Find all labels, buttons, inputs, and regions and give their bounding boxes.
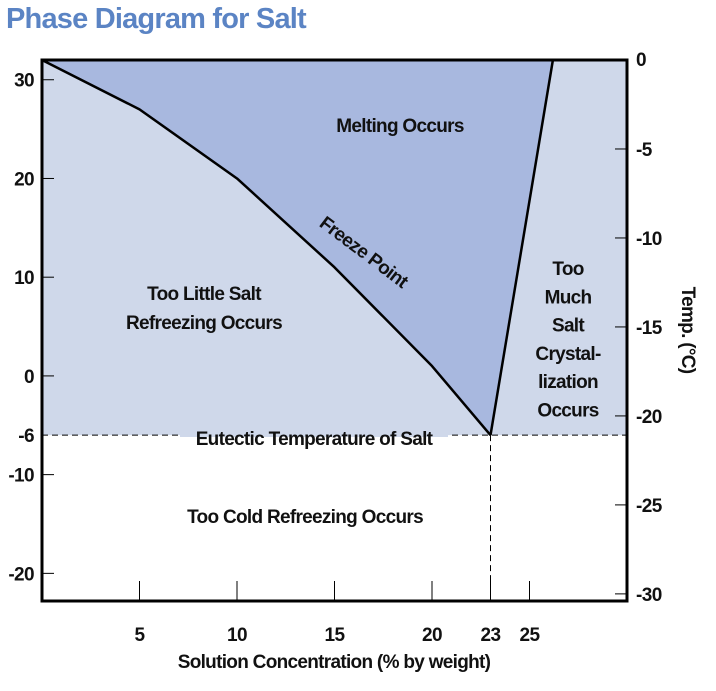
- solubility-line: [489, 59, 555, 436]
- x-tick-label: 20: [422, 625, 442, 646]
- y-tick-left-label: 0: [24, 367, 34, 388]
- region-melting: [42, 60, 553, 436]
- region-label-too-cold: Too Cold Refreezing Occurs: [187, 507, 423, 528]
- x-tick-label: 25: [520, 625, 541, 646]
- y-tick-left-label: 10: [14, 268, 34, 289]
- y-tick-left-label: -6: [18, 426, 34, 447]
- region-label-too-much: lization: [538, 372, 598, 393]
- region-label-too-much: Crystal-: [535, 344, 601, 365]
- y-axis-right-label: Temp. (°C): [677, 287, 698, 374]
- y-tick-right-label: -5: [636, 140, 653, 161]
- region-label-too-much: Salt: [552, 316, 585, 337]
- eutectic-label: Eutectic Temperature of Salt: [196, 429, 434, 450]
- y-tick-right-label: -20: [636, 407, 662, 428]
- x-tick-label: 5: [135, 625, 146, 646]
- y-tick-right-label: -25: [636, 496, 663, 517]
- region-label-too-little-2: Refreezing Occurs: [126, 313, 282, 334]
- eutectic-label-bg-lower: [180, 437, 448, 448]
- y-tick-right-label: -15: [636, 318, 663, 339]
- region-label-too-much: Too: [552, 259, 583, 280]
- region-label-too-much: Much: [545, 287, 592, 308]
- region-label-too-little-1: Too Little Salt: [147, 284, 262, 305]
- x-tick-label: 10: [227, 625, 247, 646]
- y-tick-left-label: 30: [14, 71, 34, 92]
- y-tick-left-label: -20: [8, 564, 34, 585]
- freeze-curve: [41, 58, 492, 436]
- chart-title: Phase Diagram for Salt: [6, 3, 307, 35]
- region-label-melting: Melting Occurs: [336, 116, 464, 137]
- x-tick-label: 15: [325, 625, 346, 646]
- y-tick-left-label: 20: [14, 169, 34, 190]
- region-label-too-much: Occurs: [537, 401, 598, 422]
- y-tick-left-label: -10: [8, 466, 34, 487]
- x-tick-label: 23: [481, 625, 501, 646]
- x-axis-label: Solution Concentration (% by weight): [178, 652, 491, 673]
- y-tick-right-label: -30: [636, 585, 662, 606]
- y-tick-right-label: -10: [636, 229, 662, 250]
- y-tick-right-label: 0: [636, 50, 646, 71]
